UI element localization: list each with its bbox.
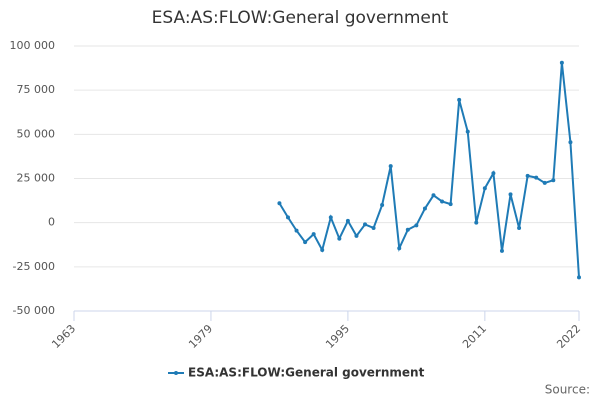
point [482,186,487,191]
point [465,129,470,134]
point [551,178,556,183]
point [397,246,402,251]
x-tick-label: 2022 [554,322,583,351]
y-tick-label: 25 000 [17,172,56,185]
legend-marker [174,371,178,375]
x-tick-label: 2011 [460,322,489,351]
chart-title: ESA:AS:FLOW:General government [152,8,449,28]
point [354,233,359,238]
point [431,193,436,198]
point [525,173,530,178]
point [277,201,282,206]
y-tick-label: -50 000 [13,304,55,317]
point [328,215,333,220]
y-tick-label: 75 000 [17,83,56,96]
point [542,180,547,185]
point [371,225,376,230]
point [440,199,445,204]
point [577,275,581,280]
point [285,215,290,220]
point [508,192,513,197]
point [388,164,393,169]
y-tick-label: 0 [48,216,55,229]
y-tick-label: -25 000 [13,260,55,273]
point [568,140,573,145]
point [337,236,342,241]
point [311,232,316,237]
point [320,248,325,253]
point [422,206,427,211]
point [491,171,496,176]
point [405,227,410,232]
legend-label: ESA:AS:FLOW:General government [188,366,425,380]
x-tick-label: 1979 [186,322,215,351]
point [380,203,385,207]
source: Source: [545,383,590,397]
point [559,60,564,65]
point [534,175,539,180]
point [448,202,453,207]
point [363,222,368,227]
point [303,240,308,245]
x-tick-label: 1995 [323,322,352,351]
point [499,248,504,253]
point [345,218,350,223]
point [474,220,479,225]
x-tick-label: 1963 [49,322,78,351]
point [294,228,299,233]
y-tick-label: 100 000 [10,39,56,52]
y-tick-label: 50 000 [17,127,56,140]
point [457,97,462,102]
point [517,225,522,230]
series-line [278,62,580,278]
point [414,223,419,228]
